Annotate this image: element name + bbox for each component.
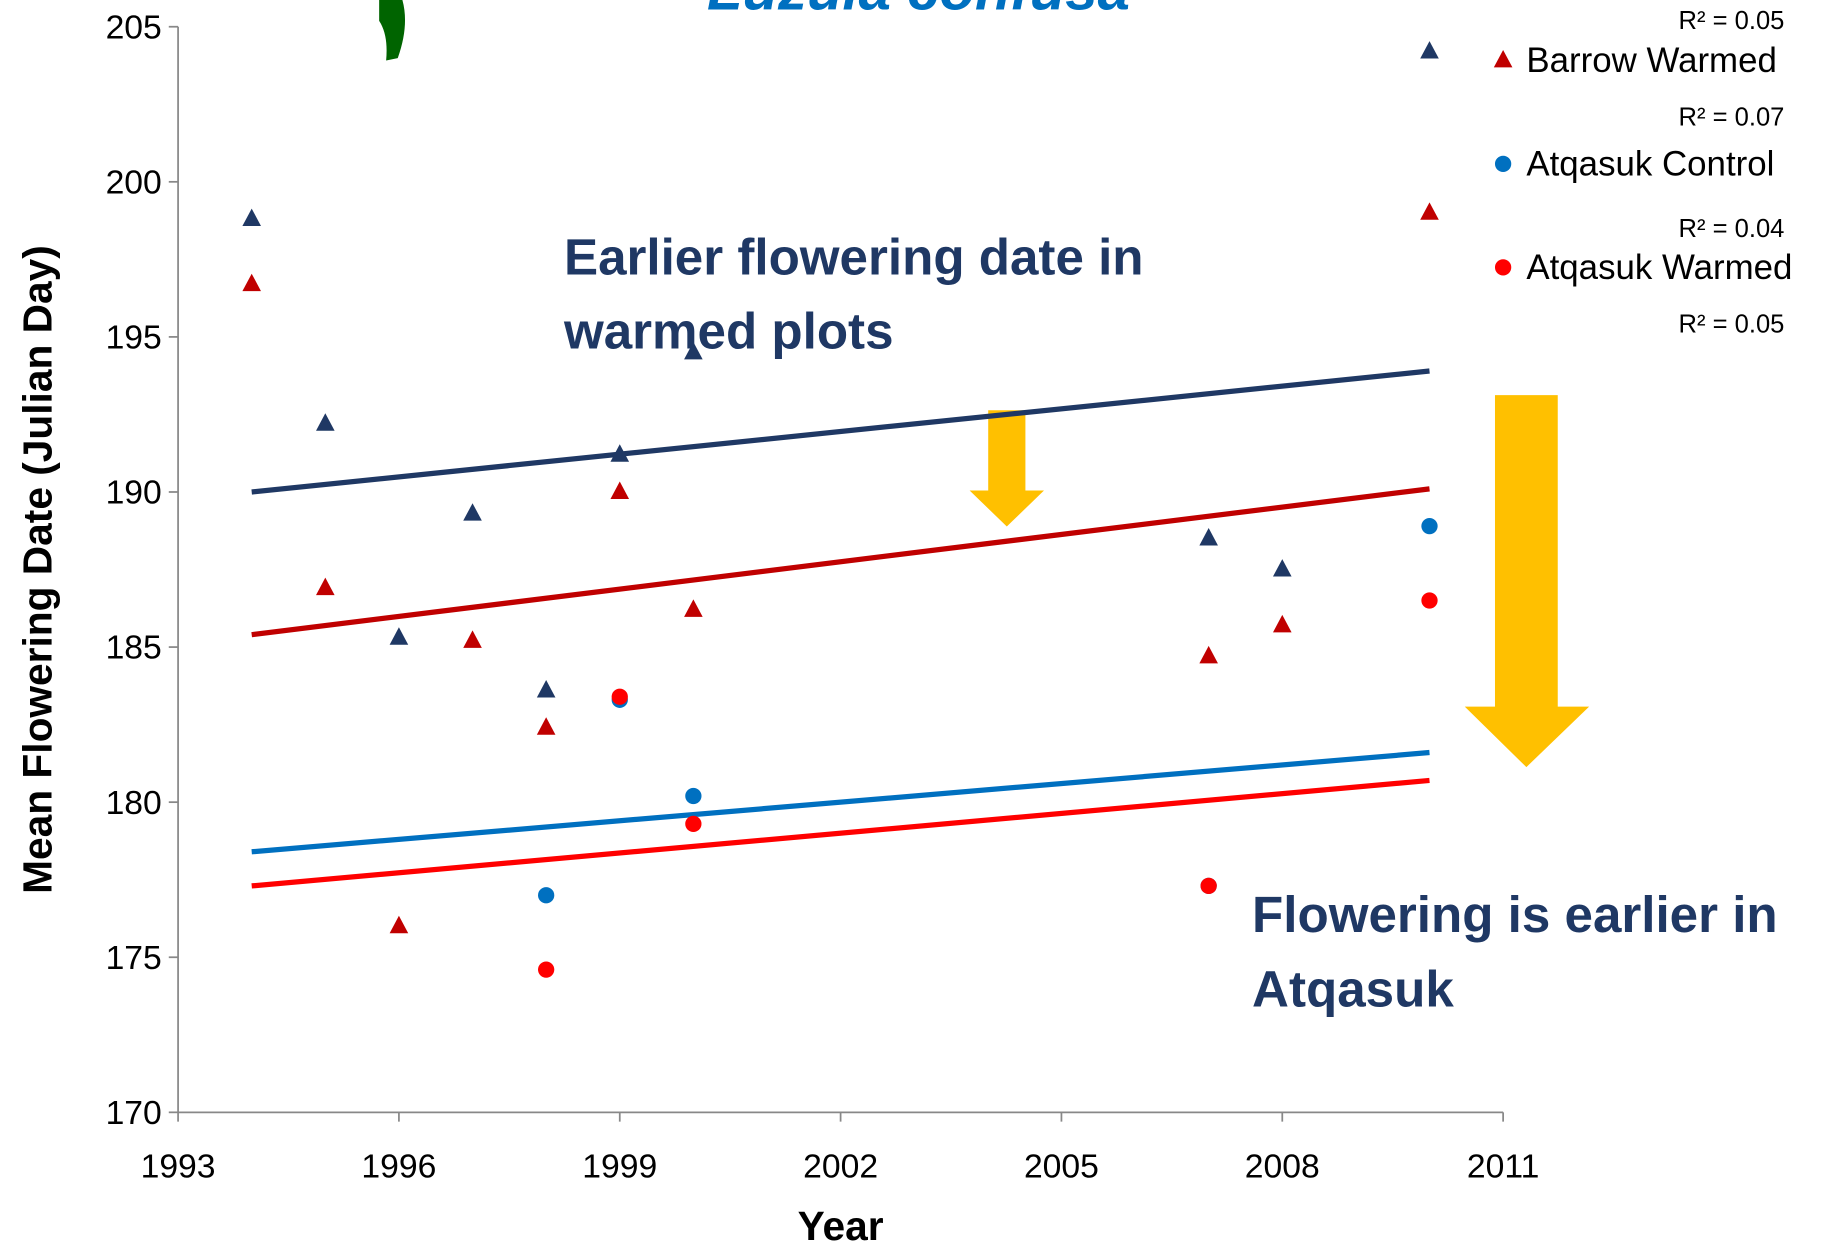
data-point <box>1420 41 1439 59</box>
y-axis-title: Mean Flowering Date (Julian Day) <box>14 245 60 894</box>
x-tick-label: 2002 <box>803 1147 878 1185</box>
data-point <box>684 341 703 360</box>
data-point <box>1200 877 1217 895</box>
y-tick-label: 180 <box>106 784 162 822</box>
arrow <box>1464 395 1590 768</box>
leaf-decoration <box>379 0 406 61</box>
data-point <box>1272 559 1292 577</box>
legend-r2: R² = 0.05 <box>1679 7 1785 35</box>
legend-label: Atqasuk Control <box>1526 145 1774 184</box>
chart-title: Luzula confusa <box>707 0 1130 22</box>
data-point <box>316 413 335 431</box>
data-point <box>684 599 703 617</box>
x-tick-label: 1996 <box>361 1147 436 1185</box>
data-point <box>1421 592 1438 609</box>
data-point <box>389 915 409 934</box>
data-point <box>1199 645 1218 664</box>
data-point <box>1272 614 1292 633</box>
data-point <box>536 680 556 698</box>
data-point <box>685 815 702 833</box>
annotation: Flowering is earlier in <box>1252 886 1778 943</box>
y-tick-label: 195 <box>106 319 162 357</box>
trend-line <box>251 777 1430 889</box>
data-point <box>538 961 555 978</box>
y-tick-label: 185 <box>106 629 162 667</box>
data-point <box>463 630 482 648</box>
data-point <box>242 208 261 227</box>
y-tick-label: 190 <box>106 474 162 512</box>
legend-marker <box>1494 155 1512 173</box>
legend-marker <box>1494 259 1512 276</box>
x-tick-label: 1999 <box>582 1147 657 1185</box>
annotation: Earlier flowering date in <box>564 228 1144 285</box>
x-tick-label: 1993 <box>141 1147 216 1185</box>
data-point <box>463 503 482 521</box>
legend-label: Barrow Warmed <box>1526 41 1777 80</box>
data-point <box>611 688 628 705</box>
legend-r2: R² = 0.05 <box>1679 310 1785 338</box>
x-axis-title: Year <box>798 1203 884 1246</box>
data-point <box>538 887 555 904</box>
annotation: Atqasuk <box>1252 961 1454 1018</box>
data-point <box>1420 202 1439 220</box>
data-point <box>610 444 630 462</box>
y-tick-label: 200 <box>106 163 162 201</box>
trend-line <box>251 368 1430 495</box>
data-point <box>536 717 556 735</box>
x-tick-label: 2011 <box>1467 1147 1539 1185</box>
y-tick-label: 205 <box>106 8 162 46</box>
y-tick-label: 170 <box>106 1094 162 1132</box>
legend-marker <box>1493 49 1513 68</box>
x-tick-label: 2005 <box>1024 1147 1099 1185</box>
annotation: warmed plots <box>563 303 894 360</box>
legend-r2: R² = 0.07 <box>1679 104 1785 132</box>
y-tick-label: 175 <box>106 939 162 977</box>
trend-line <box>251 486 1430 638</box>
data-point <box>610 481 630 499</box>
x-tick-label: 2008 <box>1245 1147 1320 1185</box>
data-point <box>389 627 409 645</box>
legend-label: Atqasuk Warmed <box>1526 248 1792 287</box>
data-point <box>685 787 702 805</box>
data-point <box>242 273 261 292</box>
data-point <box>316 577 335 596</box>
arrow <box>969 410 1045 527</box>
legend-r2: R² = 0.04 <box>1679 215 1785 243</box>
data-point <box>1199 528 1218 546</box>
trend-line <box>251 749 1430 855</box>
data-point <box>1421 517 1438 535</box>
